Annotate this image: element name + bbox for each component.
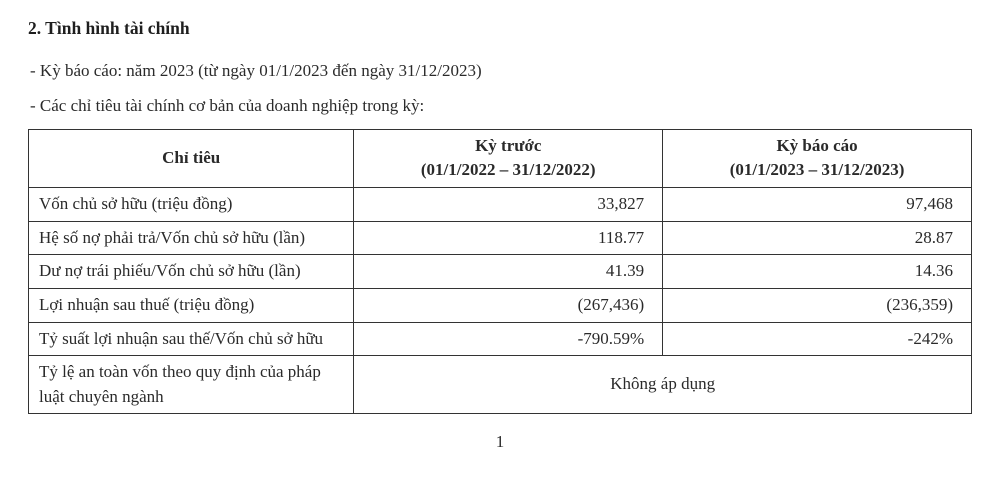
cell-label: Lợi nhuận sau thuế (triệu đồng) [29, 288, 354, 322]
cell-label: Vốn chủ sở hữu (triệu đồng) [29, 187, 354, 221]
table-row: Dư nợ trái phiếu/Vốn chủ sở hữu (lần) 41… [29, 255, 972, 289]
section-heading: 2. Tình hình tài chính [28, 16, 972, 41]
cell-merged-value: Không áp dụng [354, 356, 972, 414]
cell-prev: -790.59% [354, 322, 663, 356]
intro-line: - Các chỉ tiêu tài chính cơ bản của doan… [28, 94, 972, 119]
table-row: Tỷ suất lợi nhuận sau thế/Vốn chủ sở hữu… [29, 322, 972, 356]
cell-curr: 28.87 [663, 221, 972, 255]
cell-curr: 14.36 [663, 255, 972, 289]
cell-curr: -242% [663, 322, 972, 356]
col-header-indicator: Chỉ tiêu [29, 129, 354, 187]
page-number: 1 [28, 430, 972, 455]
col-header-prev-title: Kỳ trước [475, 136, 541, 155]
report-period-line: - Kỳ báo cáo: năm 2023 (từ ngày 01/1/202… [28, 59, 972, 84]
cell-prev: 33,827 [354, 187, 663, 221]
cell-label: Tỷ lệ an toàn vốn theo quy định của pháp… [29, 356, 354, 414]
col-header-curr: Kỳ báo cáo (01/1/2023 – 31/12/2023) [663, 129, 972, 187]
financial-indicators-table: Chỉ tiêu Kỳ trước (01/1/2022 – 31/12/202… [28, 129, 972, 415]
cell-label: Tỷ suất lợi nhuận sau thế/Vốn chủ sở hữu [29, 322, 354, 356]
col-header-curr-sub: (01/1/2023 – 31/12/2023) [730, 160, 905, 179]
cell-label: Dư nợ trái phiếu/Vốn chủ sở hữu (lần) [29, 255, 354, 289]
cell-curr: (236,359) [663, 288, 972, 322]
table-row: Hệ số nợ phải trả/Vốn chủ sở hữu (lần) 1… [29, 221, 972, 255]
cell-prev: 41.39 [354, 255, 663, 289]
table-row: Lợi nhuận sau thuế (triệu đồng) (267,436… [29, 288, 972, 322]
cell-label: Hệ số nợ phải trả/Vốn chủ sở hữu (lần) [29, 221, 354, 255]
col-header-prev: Kỳ trước (01/1/2022 – 31/12/2022) [354, 129, 663, 187]
cell-curr: 97,468 [663, 187, 972, 221]
cell-prev: (267,436) [354, 288, 663, 322]
cell-prev: 118.77 [354, 221, 663, 255]
table-row: Vốn chủ sở hữu (triệu đồng) 33,827 97,46… [29, 187, 972, 221]
col-header-prev-sub: (01/1/2022 – 31/12/2022) [421, 160, 596, 179]
table-header-row: Chỉ tiêu Kỳ trước (01/1/2022 – 31/12/202… [29, 129, 972, 187]
col-header-curr-title: Kỳ báo cáo [776, 136, 857, 155]
table-row-last: Tỷ lệ an toàn vốn theo quy định của pháp… [29, 356, 972, 414]
